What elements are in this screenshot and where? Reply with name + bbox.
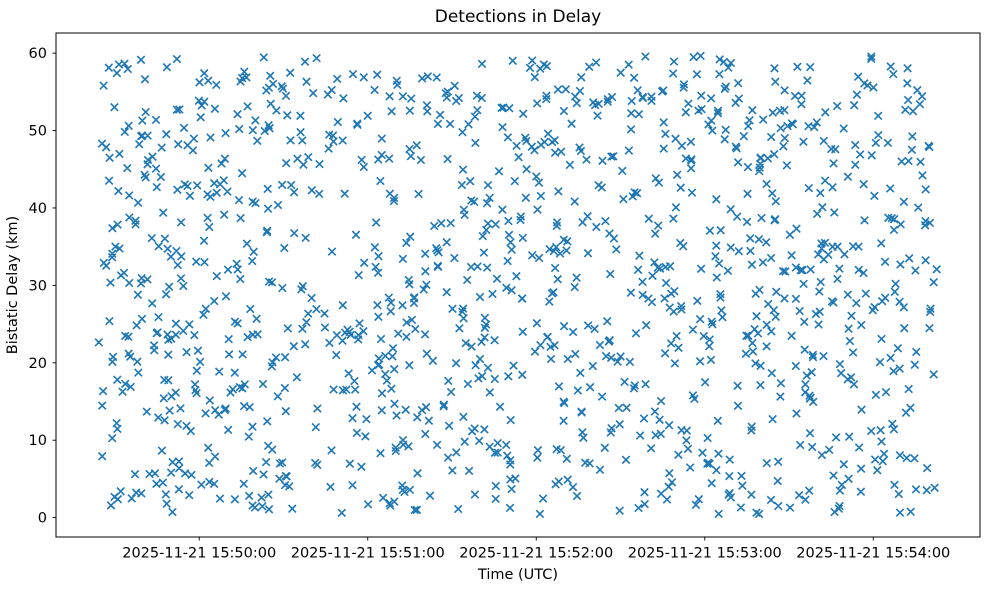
x-tick-label: 2025-11-21 15:52:00 (459, 546, 613, 562)
scatter-points (94, 51, 941, 519)
x-tick-label: 2025-11-21 15:54:00 (796, 546, 950, 562)
x-tick-label: 2025-11-21 15:51:00 (291, 546, 445, 562)
y-tick-label: 40 (29, 201, 47, 217)
x-tick-label: 2025-11-21 15:53:00 (628, 546, 782, 562)
y-tick-label: 60 (29, 46, 47, 62)
y-tick-label: 50 (29, 124, 47, 140)
y-tick-label: 10 (29, 433, 47, 449)
x-axis-label: Time (UTC) (477, 567, 558, 583)
y-tick-label: 30 (29, 278, 47, 294)
chart-title: Detections in Delay (435, 7, 602, 27)
x-axis-ticks: 2025-11-21 15:50:00 2025-11-21 15:51:00 20… (122, 537, 950, 562)
y-tick-label: 0 (38, 511, 47, 527)
x-tick-label: 2025-11-21 15:50:00 (122, 546, 276, 562)
y-axis-ticks: 0 10 20 30 40 50 60 (29, 46, 56, 527)
y-tick-label: 20 (29, 356, 47, 372)
y-axis-label: Bistatic Delay (km) (5, 216, 21, 354)
